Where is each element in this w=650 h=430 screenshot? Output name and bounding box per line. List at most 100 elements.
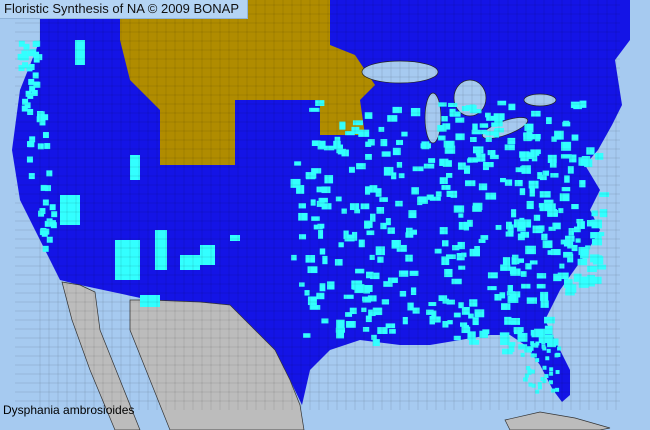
county-patch <box>531 383 536 388</box>
county-patch <box>521 283 531 289</box>
county-patch <box>506 291 515 296</box>
county-patch <box>533 214 541 221</box>
county-patch <box>327 281 335 290</box>
county-patch <box>405 232 414 238</box>
county-patch <box>51 211 58 218</box>
county-patch <box>576 218 584 224</box>
county-patch <box>532 225 543 234</box>
county-patch <box>597 264 607 270</box>
county-patch <box>299 282 305 287</box>
county-patch <box>548 380 553 385</box>
county-patch <box>528 369 533 374</box>
county-patch <box>383 166 394 176</box>
county-patch <box>554 130 564 140</box>
county-patch <box>552 222 561 230</box>
county-patch <box>564 279 573 288</box>
county-patch <box>305 174 316 180</box>
county-patch <box>316 292 325 300</box>
county-patch <box>528 180 539 189</box>
county-patch <box>578 280 589 288</box>
county-patch <box>370 272 380 280</box>
county-patch <box>378 126 385 132</box>
county-patch <box>43 228 50 235</box>
county-patch <box>577 221 585 229</box>
county-patch <box>507 224 514 233</box>
county-patch <box>298 212 308 221</box>
county-patch <box>573 226 581 233</box>
county-patch <box>591 219 602 229</box>
county-patch <box>438 295 448 302</box>
county-patch <box>40 184 47 191</box>
county-patch <box>452 245 460 251</box>
county-patch <box>408 210 417 219</box>
county-patch <box>426 309 434 315</box>
county-patch <box>537 172 543 180</box>
county-patch <box>537 382 542 387</box>
county-patch <box>317 223 325 229</box>
county-patch <box>438 102 447 107</box>
county-patch <box>376 206 385 214</box>
county-patch <box>520 154 529 162</box>
county-patch <box>530 353 535 358</box>
county-patch <box>319 283 326 292</box>
county-patch <box>508 342 516 347</box>
county-patch <box>494 118 503 127</box>
county-patch <box>387 227 395 234</box>
county-patch <box>398 270 409 277</box>
county-patch <box>417 196 428 204</box>
county-patch <box>391 172 397 180</box>
county-patch <box>487 150 496 156</box>
county-patch <box>590 232 600 239</box>
county-patch <box>318 229 324 239</box>
county-patch <box>341 208 347 214</box>
county-patch <box>442 321 449 328</box>
county-patch <box>520 166 529 171</box>
county-patch <box>349 307 357 315</box>
county-patch <box>361 307 367 313</box>
county-patch <box>497 100 507 106</box>
county-patch <box>434 248 442 254</box>
county-patch <box>544 325 553 335</box>
county-patch <box>472 205 482 212</box>
county-patch <box>345 131 355 136</box>
county-patch <box>586 147 595 155</box>
county-patch <box>369 185 378 193</box>
county-patch <box>495 224 502 230</box>
county-patch <box>537 385 542 390</box>
county-patch <box>573 273 582 282</box>
county-patch <box>447 320 453 325</box>
county-patch <box>470 137 477 142</box>
county-patch <box>530 329 541 336</box>
county-patch <box>364 112 373 119</box>
county-patch <box>461 106 470 112</box>
county-patch <box>539 206 548 212</box>
county-patch <box>298 234 307 240</box>
county-patch <box>453 312 461 318</box>
county-patch <box>571 244 578 252</box>
county-patch <box>420 143 431 149</box>
county-patch <box>453 205 465 213</box>
county-patch <box>531 152 538 162</box>
county-patch <box>485 192 497 200</box>
county-patch <box>24 102 31 109</box>
county-patch <box>383 281 393 287</box>
county-patch <box>412 166 424 172</box>
county-patch <box>565 289 575 296</box>
county-patch <box>29 136 36 143</box>
county-patch <box>18 40 25 47</box>
county-patch <box>525 245 536 255</box>
county-patch <box>333 140 341 150</box>
county-patch <box>38 210 45 217</box>
county-patch <box>467 331 476 341</box>
county-patch <box>441 116 448 122</box>
county-patch <box>535 389 540 394</box>
county-patch <box>230 235 240 241</box>
county-patch <box>541 233 548 241</box>
county-patch <box>529 260 538 265</box>
county-patch <box>155 230 167 270</box>
county-patch <box>381 151 391 157</box>
county-patch <box>500 336 510 345</box>
county-patch <box>543 316 555 324</box>
county-patch <box>480 235 489 240</box>
county-patch <box>463 221 470 231</box>
